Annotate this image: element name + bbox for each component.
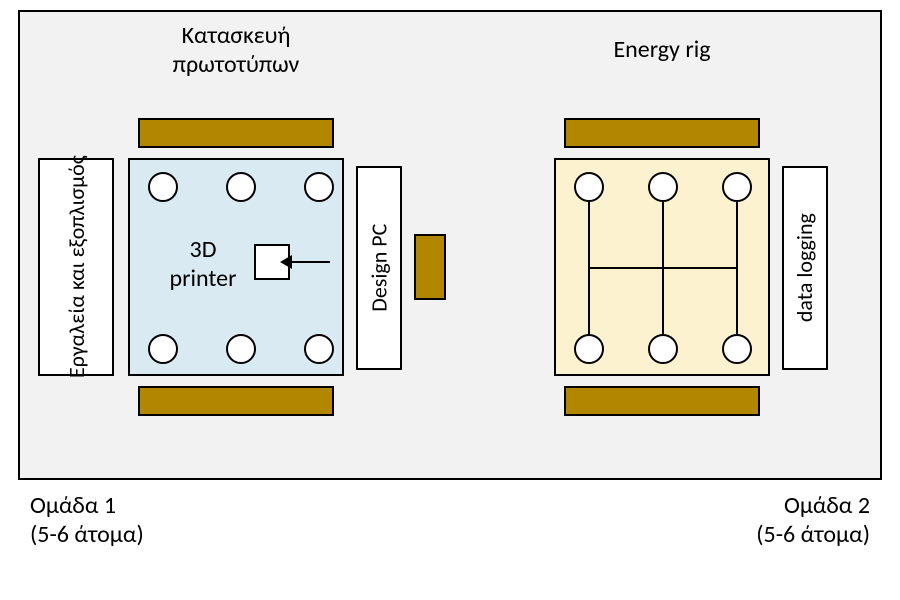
seat [148,334,178,364]
data-logging-label: data logging [792,213,817,322]
right-bottom-bar [564,386,760,416]
seat [648,334,678,364]
seat [226,334,256,364]
left-side-box: Εργαλεία και εξοπλισμός [38,158,114,376]
design-pc-box: Design PC [356,166,402,370]
seat [304,334,334,364]
data-logging-box: data logging [782,166,828,370]
seat [148,172,178,202]
arrow-head-icon [280,255,292,269]
footer-right: Ομάδα 2 (5-6 άτομα) [650,492,870,550]
seat [648,172,678,202]
diagram-stage: Κατασκευή πρωτοτύπων Energy rig 3D print… [0,0,900,600]
seat [574,334,604,364]
seat [226,172,256,202]
footer-left: Ομάδα 1 (5-6 άτομα) [30,492,250,550]
arrow-shaft [290,261,330,263]
seat [722,334,752,364]
left-side-label: Εργαλεία και εξοπλισμός [63,156,88,379]
title-right: Energy rig [554,36,770,65]
left-top-bar [138,118,334,148]
left-bottom-bar [138,386,334,416]
seat [574,172,604,202]
seat [304,172,334,202]
left-side-brown [414,234,446,300]
title-left: Κατασκευή πρωτοτύπων [128,22,344,80]
right-top-bar [564,118,760,148]
rig-line-h [588,267,738,269]
design-pc-label: Design PC [366,224,391,312]
seat [722,172,752,202]
left-station-label: 3D printer [148,236,258,294]
